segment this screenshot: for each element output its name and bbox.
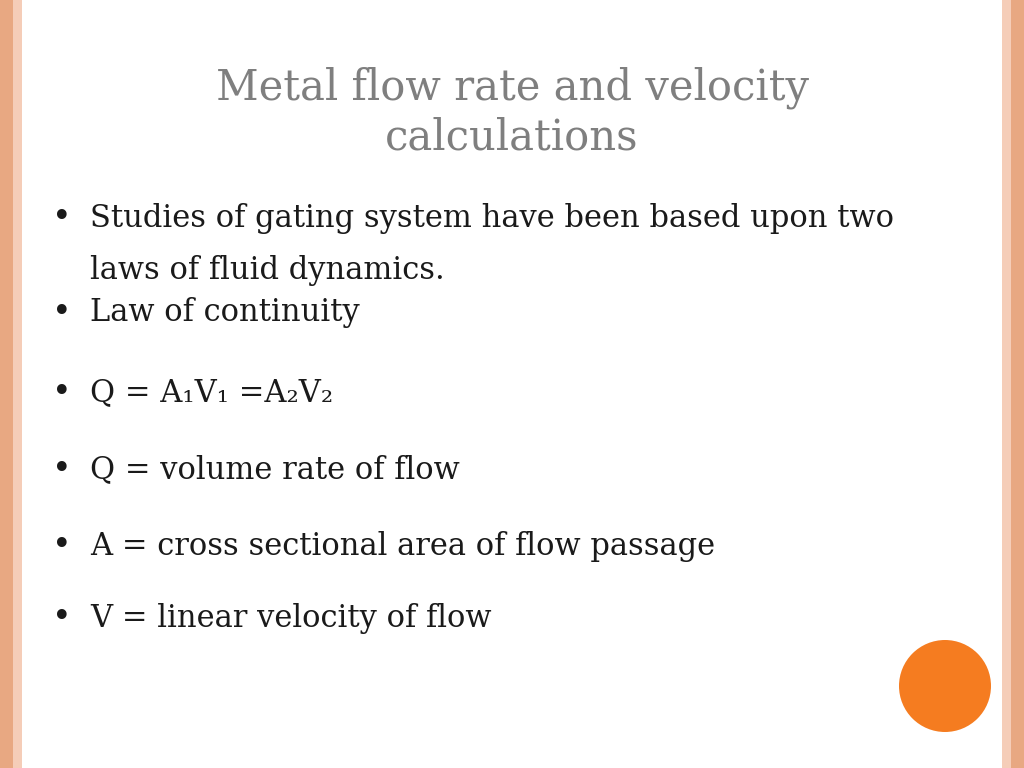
- Bar: [1011, 0, 1024, 768]
- Text: Studies of gating system have been based upon two: Studies of gating system have been based…: [90, 203, 894, 233]
- Text: Q = A₁V₁ =A₂V₂: Q = A₁V₁ =A₂V₂: [90, 378, 333, 409]
- Text: A = cross sectional area of flow passage: A = cross sectional area of flow passage: [90, 531, 715, 561]
- Text: V = linear velocity of flow: V = linear velocity of flow: [90, 603, 492, 634]
- Text: •: •: [52, 202, 72, 234]
- Bar: [0, 0, 13, 768]
- Text: Metal flow rate and velocity: Metal flow rate and velocity: [215, 67, 809, 109]
- Text: Q = volume rate of flow: Q = volume rate of flow: [90, 455, 460, 485]
- Text: •: •: [52, 454, 72, 486]
- Text: laws of fluid dynamics.: laws of fluid dynamics.: [90, 254, 444, 286]
- Text: •: •: [52, 602, 72, 634]
- Ellipse shape: [899, 640, 991, 732]
- Bar: [13, 0, 22, 768]
- Text: Law of continuity: Law of continuity: [90, 297, 359, 329]
- Text: calculations: calculations: [385, 117, 639, 159]
- Bar: [1002, 0, 1011, 768]
- Text: •: •: [52, 297, 72, 329]
- Text: •: •: [52, 530, 72, 562]
- Text: •: •: [52, 377, 72, 409]
